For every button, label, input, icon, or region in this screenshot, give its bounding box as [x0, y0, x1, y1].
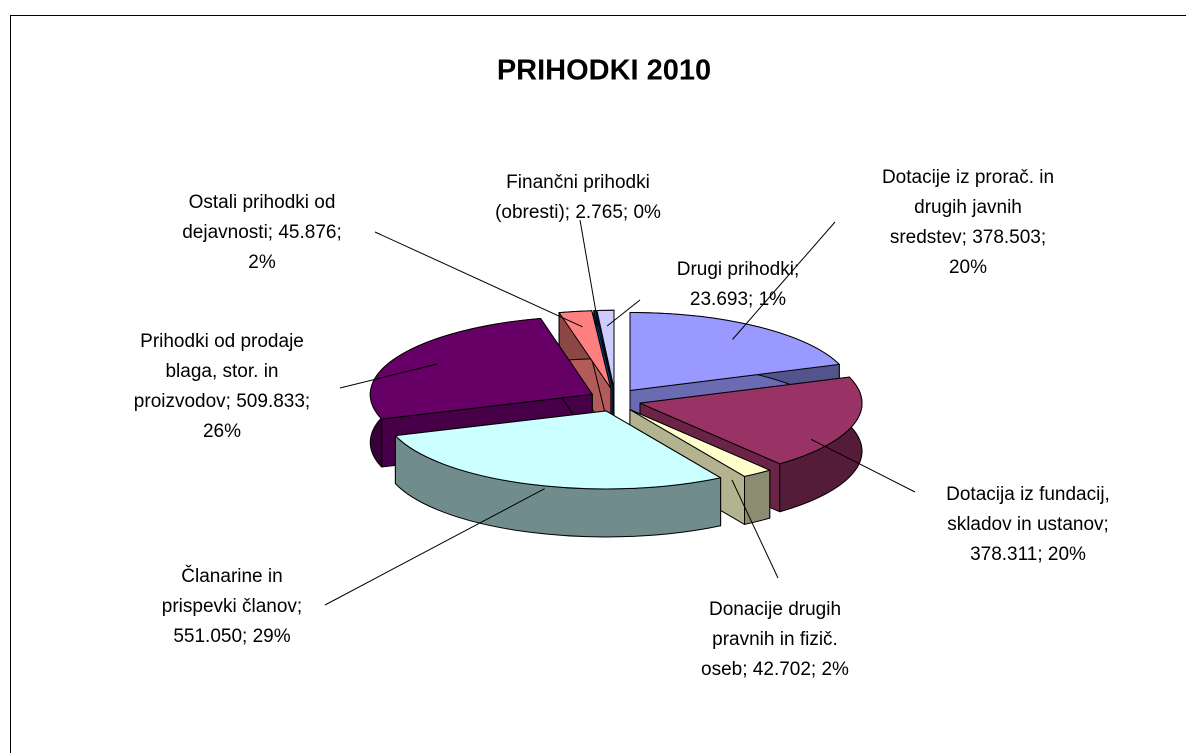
leader-line — [324, 488, 545, 606]
pie — [369, 309, 863, 538]
data-label: Dotacije iz prorač. in — [882, 167, 1054, 188]
data-label: Donacije drugih — [709, 599, 841, 620]
data-label: prispevki članov; — [162, 596, 302, 617]
slice — [629, 409, 771, 477]
data-label: (obresti); 2.765; 0% — [495, 202, 661, 223]
data-label: 23.693; 1% — [690, 289, 786, 310]
data-label: Finančni prihodki — [506, 172, 650, 193]
slice — [596, 309, 615, 389]
slice — [629, 311, 840, 391]
leader-line — [579, 219, 599, 327]
chart-title: PRIHODKI 2010 — [497, 55, 711, 87]
data-label: 26% — [203, 421, 241, 442]
data-label: oseb; 42.702; 2% — [701, 659, 849, 680]
data-label: 20% — [949, 257, 987, 278]
leader-line — [810, 438, 916, 493]
data-label: Prihodki od prodaje — [140, 331, 304, 352]
slice-wall — [744, 469, 771, 525]
leader-line — [606, 299, 641, 327]
data-label: 378.311; 20% — [970, 544, 1086, 565]
data-label: proizvodov; 509.833; — [134, 391, 310, 412]
data-label: Dotacija iz fundacij, — [946, 484, 1110, 505]
data-label: Ostali prihodki od — [189, 192, 336, 213]
data-label: Članarine in — [181, 565, 282, 587]
data-label: sredstev; 378.503; — [890, 227, 1046, 248]
data-label: drugih javnih — [914, 197, 1022, 218]
slice — [558, 310, 612, 389]
leader-line — [732, 221, 836, 340]
data-label: 2% — [248, 252, 276, 273]
slice — [639, 376, 863, 465]
data-label: dejavnosti; 45.876; — [182, 222, 342, 243]
data-label: Drugi prihodki; — [677, 259, 800, 280]
leader-line — [731, 479, 779, 579]
data-label: blaga, stor. in — [165, 361, 278, 382]
leader-line — [374, 231, 583, 328]
data-label: pravnih in fizič. — [712, 629, 838, 650]
data-label: skladov in ustanov; — [947, 514, 1109, 535]
slice — [369, 317, 593, 420]
leader-line — [339, 363, 438, 389]
data-label: 551.050; 29% — [173, 626, 290, 647]
slice — [394, 410, 722, 490]
